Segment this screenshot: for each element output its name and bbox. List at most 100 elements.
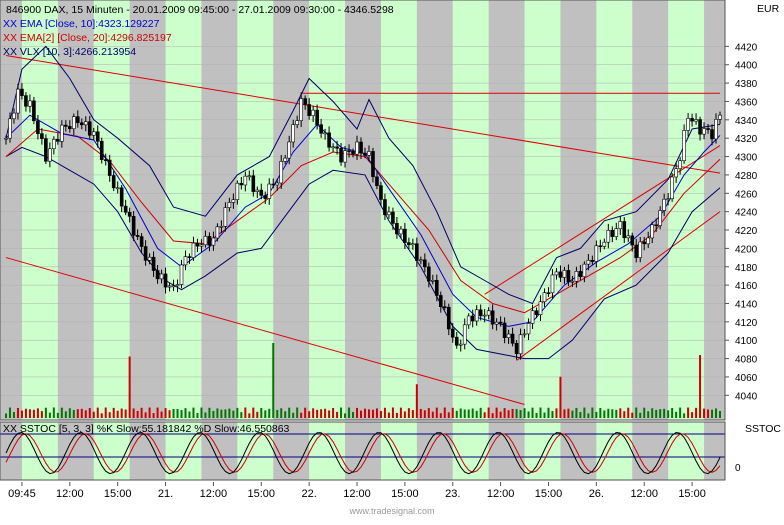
- candle-body: [211, 237, 216, 246]
- volume-bar: [411, 410, 414, 418]
- volume-bar: [367, 409, 370, 418]
- volume-bar: [100, 413, 103, 418]
- candle-body: [223, 207, 228, 227]
- session-band: [93, 0, 130, 420]
- candle-body: [267, 183, 272, 199]
- candle-body: [163, 273, 168, 288]
- volume-bar: [116, 410, 119, 418]
- volume-bar: [40, 411, 43, 418]
- volume-bar: [615, 409, 618, 418]
- volume-bar: [268, 408, 271, 418]
- time-tick-label: 15:00: [248, 488, 276, 500]
- candle-body: [403, 228, 407, 243]
- session-band: [452, 0, 489, 420]
- candle-body: [303, 98, 307, 105]
- candle-body: [626, 235, 631, 239]
- candle-body: [207, 235, 212, 246]
- candle-body: [618, 221, 623, 229]
- candle-body: [622, 221, 627, 239]
- volume-bar: [88, 408, 91, 418]
- volume-bar: [547, 407, 550, 418]
- volume-bar: [304, 407, 307, 418]
- time-tick-label: 12:00: [343, 488, 371, 500]
- candle-body: [383, 199, 387, 216]
- volume-bar: [216, 408, 219, 418]
- volume-bar: [639, 412, 642, 418]
- candle-body: [311, 109, 315, 116]
- volume-bar: [571, 410, 574, 418]
- candle-body: [255, 189, 260, 192]
- candle-body: [259, 189, 264, 196]
- candle-body: [263, 195, 268, 199]
- vlx-band: [5, 45, 721, 360]
- session-band: [309, 0, 346, 420]
- volume-bar: [180, 410, 183, 418]
- candle-body: [706, 128, 710, 130]
- candle-body: [510, 333, 515, 344]
- volume-bar: [671, 408, 674, 418]
- candle-body: [175, 284, 180, 287]
- indicator-label-ema20: XX EMA[2] [Close, 20]:4296.825197: [3, 32, 172, 44]
- candle-body: [710, 129, 714, 140]
- trendlines: [5, 55, 721, 405]
- volume-bar: [659, 409, 662, 418]
- price-tick-label: 4060: [735, 373, 758, 384]
- volume-bar: [200, 407, 203, 418]
- candle-body: [610, 230, 615, 237]
- candle-body: [678, 160, 682, 170]
- volume-bar: [144, 412, 147, 418]
- volume-bar: [260, 408, 263, 418]
- candle-body: [339, 147, 343, 163]
- session-band: [21, 0, 58, 420]
- candle-body: [602, 241, 607, 247]
- volume-bar: [487, 407, 490, 418]
- volume-bar: [459, 408, 462, 418]
- candle-body: [506, 333, 511, 338]
- candle-body: [187, 256, 192, 258]
- price-tick-label: 4260: [735, 189, 758, 200]
- candle-body: [566, 270, 571, 283]
- volume-bar: [387, 412, 390, 418]
- candle-body: [32, 100, 36, 122]
- candle-body: [143, 246, 148, 261]
- volume-bar: [719, 410, 722, 418]
- volume-bar: [272, 343, 275, 418]
- candle-body: [363, 152, 367, 156]
- candle-body: [247, 175, 252, 178]
- candle-body: [686, 118, 690, 131]
- candle-body: [203, 235, 208, 246]
- volume-bar: [32, 409, 35, 418]
- candle-body: [690, 118, 694, 122]
- candle-body: [446, 306, 451, 330]
- candle-body: [498, 321, 503, 324]
- volume-bar: [92, 411, 95, 418]
- candle-body: [299, 98, 303, 121]
- volume-bar: [256, 411, 259, 418]
- volume-bar: [599, 407, 602, 418]
- candle-body: [271, 183, 276, 186]
- candle-body: [48, 148, 52, 162]
- candle-body: [474, 309, 479, 322]
- volume-bar: [316, 409, 319, 418]
- volume-bar: [559, 376, 562, 418]
- candle-body: [28, 100, 32, 107]
- volume-bar: [120, 408, 123, 418]
- candle-body: [199, 244, 204, 247]
- time-tick-label: 15:00: [104, 488, 132, 500]
- volume-bar: [587, 413, 590, 418]
- volume-bar: [423, 410, 426, 418]
- volume-bar: [336, 411, 339, 418]
- volume-bar: [595, 411, 598, 418]
- watermark: www.tradesignal.com: [348, 506, 434, 516]
- price-candles: [4, 83, 722, 360]
- candle-body: [514, 342, 519, 355]
- candle-body: [530, 310, 535, 324]
- volume-bar: [399, 407, 402, 418]
- volume-bar: [383, 407, 386, 418]
- candle-body: [442, 306, 447, 309]
- volume-bar: [415, 384, 418, 418]
- candle-body: [371, 151, 375, 178]
- volume-bar: [192, 407, 195, 418]
- volume-bar: [324, 408, 327, 418]
